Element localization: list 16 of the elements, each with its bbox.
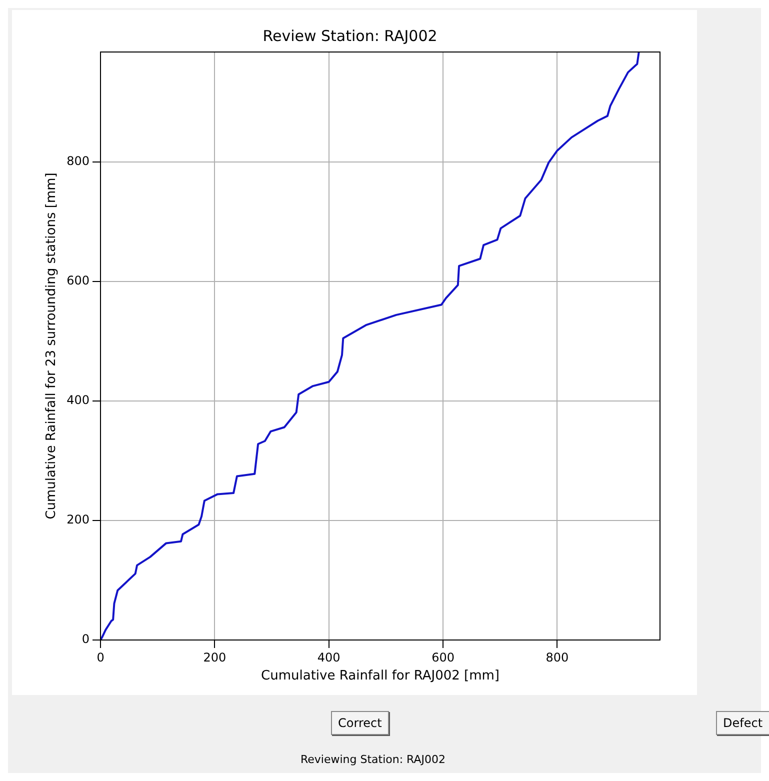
y-tick-label: 0 [82,632,90,646]
x-tick-label: 800 [546,650,569,664]
text: Reviewing Station: RAJ002 [299,753,447,766]
x-tick-label: 400 [317,650,340,664]
x-axis-title: Cumulative Rainfall for RAJ002 [mm] [261,668,500,684]
button: Defect [716,711,769,735]
y-tick-label: 800 [66,154,90,168]
y-axis-title: Cumulative Rainfall for 23 surrounding stations [mm] [44,172,60,520]
x-tick-label: 200 [203,650,226,664]
button: Correct [331,711,389,735]
x-tick-label: 0 [96,650,104,664]
chart-title: Review Station: RAJ002 [262,26,438,45]
y-tick-label: 400 [66,393,90,408]
y-tick-label: 600 [66,274,90,288]
y-tick-label: 200 [66,512,90,527]
x-tick-label: 600 [432,650,455,664]
